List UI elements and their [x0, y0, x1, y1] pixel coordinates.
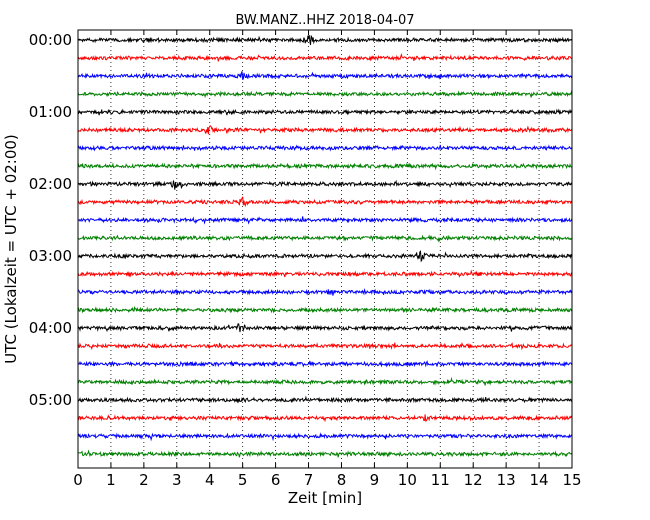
x-tick-label: 13: [497, 471, 516, 489]
seismic-trace: [77, 196, 573, 208]
seismic-trace: [77, 108, 573, 116]
x-tick-label: 1: [106, 471, 116, 489]
seismic-trace: [77, 287, 573, 296]
seismic-trace: [77, 305, 573, 314]
y-axis-label: UTC (Lokalzeit = UTC + 02:00): [2, 134, 20, 364]
seismic-trace: [77, 376, 573, 386]
x-tick-label: 15: [562, 471, 581, 489]
seismic-trace: [77, 341, 573, 351]
x-tick-label: 14: [530, 471, 549, 489]
traces: [77, 34, 573, 458]
x-tick-label: 6: [271, 471, 281, 489]
x-tick-label: 10: [398, 471, 417, 489]
x-tick-label: 7: [304, 471, 314, 489]
x-tick-label: 5: [238, 471, 248, 489]
x-tick-label: 0: [73, 471, 83, 489]
ticks: 0 1 2 3 4 5 6 7 8 9 10 11 12 13 14 1500:0001:0002:0003:…: [29, 30, 582, 489]
plot-frame: [77, 29, 573, 469]
y-tick-label: 00:00: [29, 31, 72, 49]
seismic-trace: [77, 71, 573, 81]
seismic-trace: [77, 414, 573, 423]
seismic-trace: [77, 323, 573, 333]
x-axis-label: Zeit [min]: [288, 489, 362, 507]
y-tick-label: 05:00: [29, 391, 72, 409]
seismic-trace: [77, 250, 573, 263]
x-tick-label: 8: [337, 471, 347, 489]
seismic-trace: [77, 52, 573, 62]
seismic-trace: [77, 34, 573, 45]
y-tick-label: 03:00: [29, 247, 72, 265]
seismic-trace: [77, 144, 573, 152]
x-tick-label: 2: [139, 471, 149, 489]
seismic-trace: [77, 179, 573, 190]
seismic-trace: [77, 90, 573, 99]
x-tick-label: 4: [205, 471, 215, 489]
seismic-trace: [77, 360, 573, 368]
seismic-trace: [77, 432, 573, 442]
x-tick-label: 12: [464, 471, 483, 489]
x-tick-label: 9: [370, 471, 380, 489]
x-tick-label: 11: [431, 471, 450, 489]
seismic-trace: [77, 125, 573, 135]
y-tick-label: 02:00: [29, 175, 72, 193]
seismic-trace: [77, 269, 573, 278]
seismic-trace: [77, 162, 573, 171]
x-tick-label: 3: [172, 471, 182, 489]
seismic-trace: [77, 216, 573, 225]
seismic-trace: [77, 395, 572, 404]
y-tick-label: 04:00: [29, 319, 72, 337]
seismic-trace: [77, 449, 573, 458]
seismic-trace: [77, 234, 573, 243]
chart-title: BW.MANZ..HHZ 2018-04-07: [235, 13, 414, 28]
y-tick-label: 01:00: [29, 103, 72, 121]
